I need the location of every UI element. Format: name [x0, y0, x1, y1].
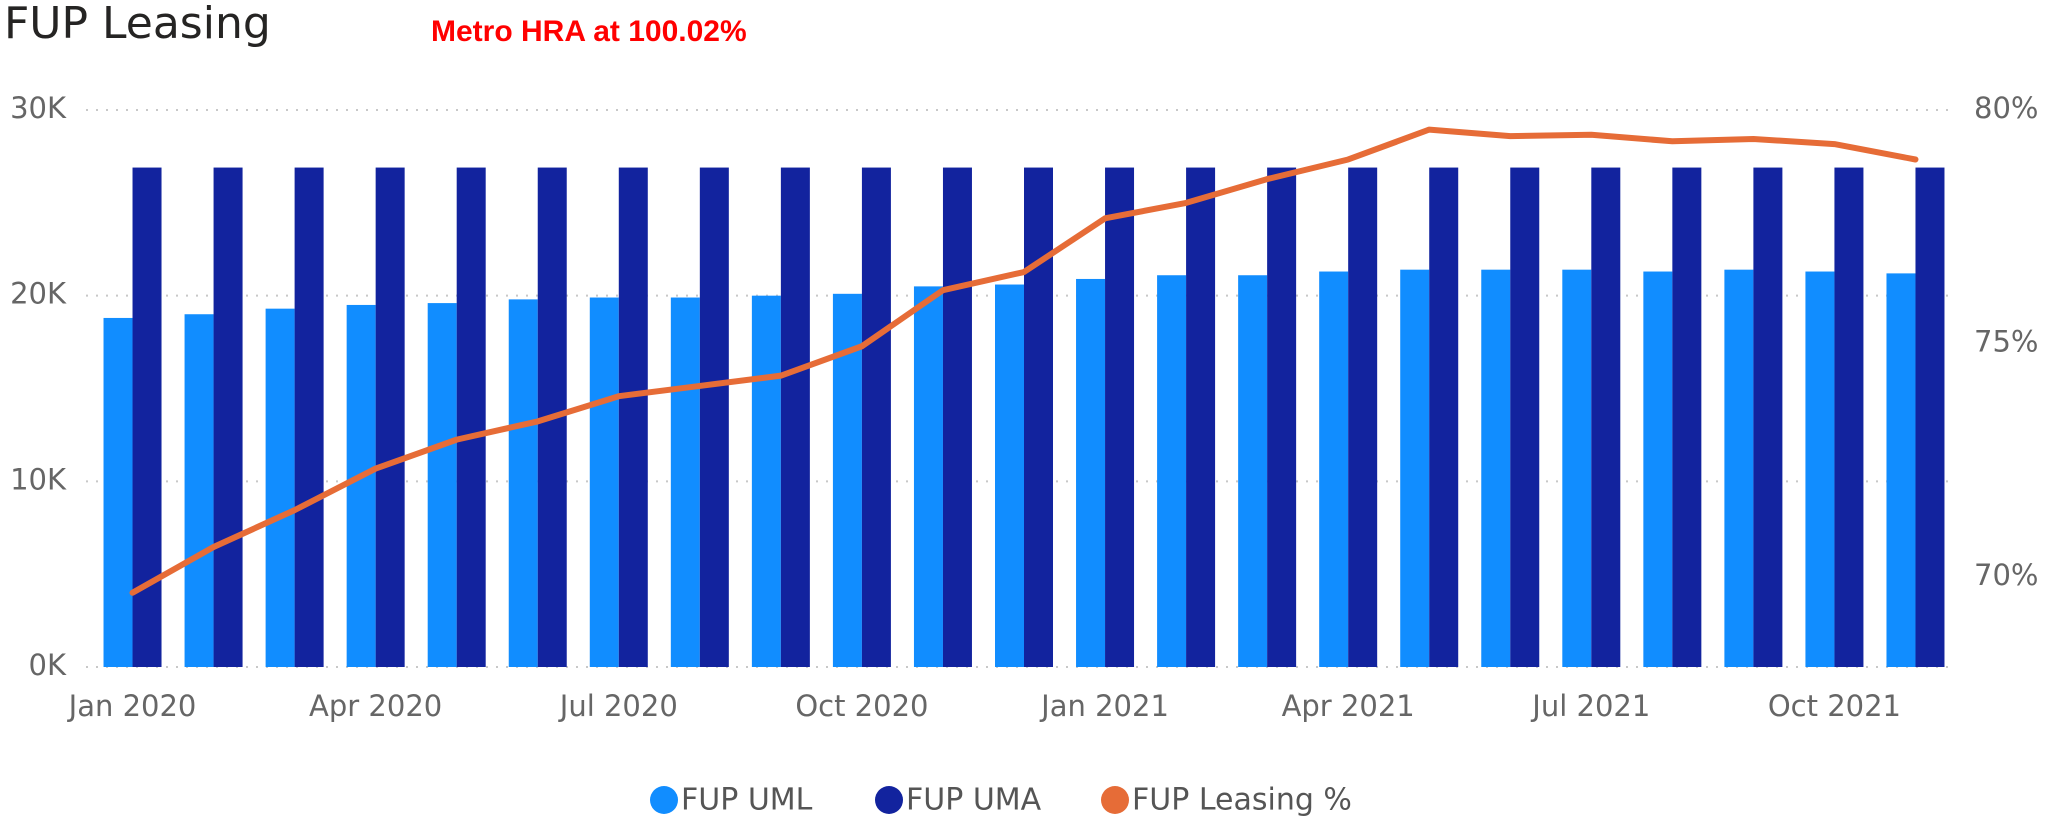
- y-tick-label: 10K: [10, 462, 67, 496]
- bar: [780, 167, 810, 667]
- bar: [1915, 167, 1945, 667]
- bar: [942, 167, 972, 667]
- bar: [1400, 269, 1430, 667]
- y-tick-label: 30K: [10, 91, 67, 125]
- bar: [213, 167, 243, 667]
- bar: [670, 297, 700, 667]
- y2-tick-label: 80%: [1974, 91, 2038, 125]
- bar: [1105, 167, 1135, 667]
- x-tick-label: Apr 2021: [1282, 689, 1415, 723]
- bar: [103, 317, 133, 667]
- bar: [1267, 167, 1297, 667]
- annotation: Metro HRA at 100.02%: [431, 15, 747, 48]
- bar: [1319, 271, 1349, 667]
- bar: [375, 167, 405, 667]
- bar: [589, 297, 619, 667]
- bar: [995, 284, 1024, 667]
- x-tick-label: Apr 2020: [309, 689, 442, 723]
- bar: [1562, 269, 1592, 667]
- legend-marker: [650, 786, 678, 814]
- bar: [1157, 275, 1187, 667]
- bar: [1834, 167, 1864, 667]
- bar: [1076, 278, 1106, 667]
- y-tick-label: 20K: [10, 277, 67, 311]
- y2-tick-label: 70%: [1974, 558, 2038, 592]
- x-tick-label: Oct 2020: [795, 689, 928, 723]
- bar: [184, 314, 214, 667]
- bar: [1510, 167, 1540, 667]
- line: [129, 126, 1919, 596]
- y2-tick-label: 75%: [1974, 324, 2038, 358]
- bar: [1886, 273, 1916, 667]
- bar: [1591, 167, 1621, 667]
- bar: [861, 167, 891, 667]
- legend-label: FUP Leasing %: [1132, 783, 1352, 818]
- bar: [618, 167, 648, 667]
- bar: [1238, 275, 1268, 667]
- bar: [1805, 271, 1835, 667]
- bar: [1672, 167, 1702, 667]
- bar: [1348, 167, 1378, 667]
- chart-title: FUP Leasing: [4, 0, 271, 49]
- x-tick-label: Oct 2021: [1768, 689, 1901, 723]
- bar: [456, 167, 486, 667]
- bar: [294, 167, 324, 667]
- x-tick-label: Jul 2020: [558, 689, 678, 723]
- bar: [1724, 269, 1754, 667]
- y-tick-label: 0K: [29, 648, 67, 682]
- bar: [427, 303, 457, 667]
- legend-marker: [1101, 786, 1129, 814]
- bar: [699, 167, 729, 667]
- x-tick-label: Jan 2021: [1039, 689, 1169, 723]
- bar: [751, 295, 781, 667]
- bar: [1643, 271, 1673, 667]
- bar: [1429, 167, 1459, 667]
- bar: [1186, 167, 1216, 667]
- bar: [1753, 167, 1783, 667]
- legend-label: FUP UMA: [906, 783, 1042, 818]
- bar: [1024, 167, 1053, 667]
- x-tick-label: Jan 2020: [67, 689, 197, 723]
- bar: [508, 299, 538, 667]
- legend-marker: [875, 786, 903, 814]
- bar: [265, 308, 295, 667]
- legend-label: FUP UML: [681, 783, 813, 818]
- bar: [913, 286, 943, 667]
- x-tick-label: Jul 2021: [1530, 689, 1650, 723]
- bar: [1481, 269, 1511, 667]
- bar: [346, 304, 376, 667]
